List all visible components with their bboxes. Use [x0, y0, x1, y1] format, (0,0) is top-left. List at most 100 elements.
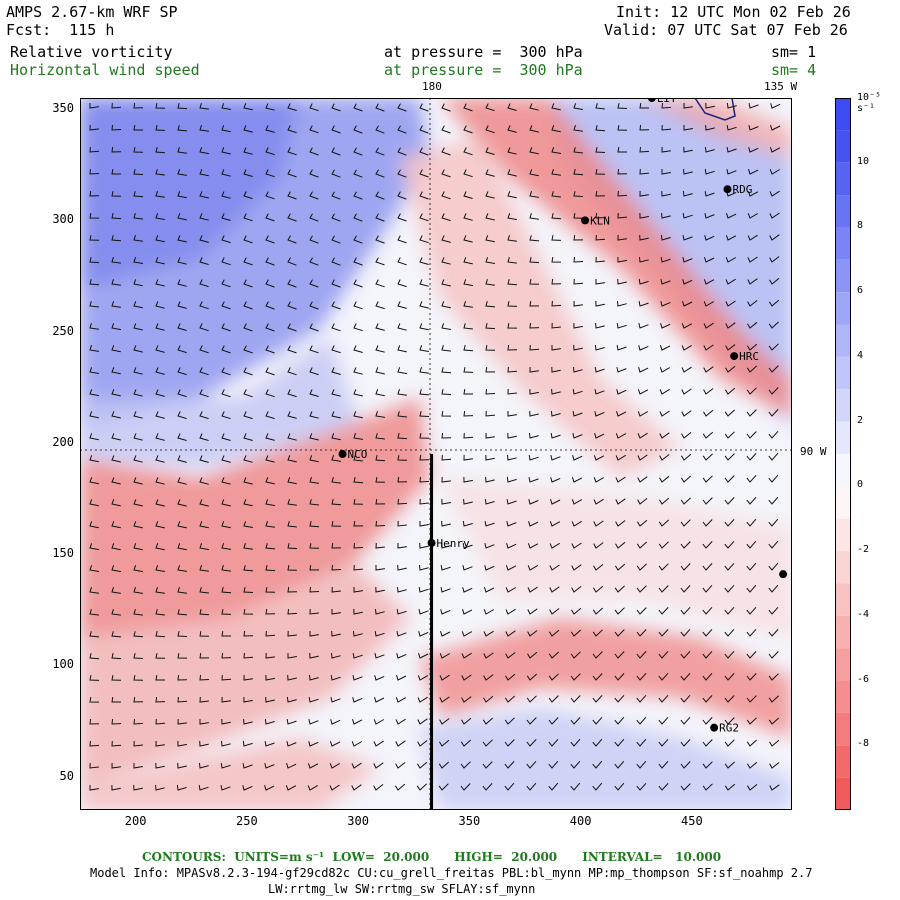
model-title: AMPS 2.67-km WRF SP: [6, 3, 178, 21]
model-info: Model Info: MPASv8.2.3-194-gf29cd82c CU:…: [90, 866, 813, 880]
wind-barb: [287, 257, 297, 266]
wind-barb: [551, 388, 561, 395]
wind-barb: [111, 565, 121, 573]
wind-barb: [111, 675, 122, 681]
wind-barb: [768, 299, 780, 307]
wind-barb: [155, 367, 165, 375]
wind-barb: [724, 453, 735, 461]
y-tick-label: 100: [52, 657, 74, 672]
wind-barb: [485, 103, 495, 112]
wind-barb: [199, 169, 209, 177]
wind-barb: [526, 673, 538, 681]
wind-barb: [747, 256, 758, 263]
wind-barb: [617, 300, 627, 307]
wind-barb: [769, 256, 780, 263]
wind-barb: [769, 234, 780, 241]
wind-barb: [199, 674, 210, 681]
wind-barb: [111, 124, 122, 131]
wind-barb: [374, 697, 385, 703]
wind-barb: [461, 631, 473, 637]
wind-barb: [639, 124, 650, 131]
wind-barb: [331, 257, 341, 266]
wind-barb: [616, 366, 627, 373]
wind-barb: [658, 563, 669, 571]
wind-barb: [726, 168, 737, 175]
wind-barb: [461, 674, 472, 681]
wind-barb: [529, 344, 540, 351]
wind-barb: [463, 103, 473, 112]
wind-barb: [507, 257, 517, 264]
wind-barb: [111, 697, 121, 703]
wind-barb: [331, 389, 341, 397]
wind-barb: [89, 565, 99, 572]
colorbar-label: -6: [857, 673, 870, 685]
wind-barb: [198, 785, 209, 791]
wind-barb: [659, 432, 670, 439]
wind-barb: [507, 213, 517, 221]
wind-barb: [133, 213, 143, 220]
wind-barb: [526, 782, 537, 791]
wind-barb: [682, 279, 693, 285]
wind-barb: [462, 587, 473, 593]
wind-barb: [680, 716, 691, 725]
station-label: KLN: [590, 214, 610, 227]
wind-barb: [725, 300, 736, 307]
wind-barb: [725, 365, 736, 373]
wind-barb: [482, 761, 493, 769]
colorbar-segment: [835, 356, 851, 390]
wind-barb: [504, 761, 515, 769]
wind-barb: [485, 476, 495, 483]
wind-barb: [703, 301, 715, 307]
wind-barb: [177, 630, 188, 637]
wind-barb: [440, 587, 451, 593]
wind-barb: [199, 301, 209, 310]
wind-barb: [461, 717, 472, 725]
wind-barb: [661, 169, 671, 175]
wind-barb: [353, 564, 363, 571]
wind-barb: [397, 564, 407, 571]
wind-barb: [243, 191, 253, 200]
vorticity-field: [80, 98, 792, 810]
wind-barb: [659, 388, 670, 395]
wind-barb: [221, 609, 232, 615]
wind-barb: [133, 499, 143, 507]
wind-barb: [483, 674, 494, 681]
wind-barb: [617, 147, 627, 153]
colorbar-segment: [835, 518, 851, 552]
wind-barb: [111, 191, 122, 197]
wind-barb: [704, 257, 715, 263]
wind-barb: [287, 279, 297, 288]
wind-barb: [702, 497, 713, 505]
wind-barb: [199, 477, 209, 485]
wind-barb: [726, 147, 737, 153]
wind-barb: [548, 673, 559, 681]
wind-barb: [638, 301, 649, 307]
wind-barb: [462, 520, 473, 527]
wind-barb: [221, 125, 231, 133]
wind-barb: [419, 542, 429, 549]
wind-barb: [331, 323, 341, 332]
wind-barb: [660, 257, 671, 263]
wind-barb: [570, 760, 581, 769]
wind-barb: [331, 411, 341, 419]
wind-barb: [89, 609, 99, 616]
wind-barb: [573, 213, 584, 219]
wind-barb: [593, 455, 605, 461]
wind-barb: [592, 782, 603, 791]
wind-barb: [507, 366, 518, 373]
wind-barb: [264, 762, 275, 769]
wind-barb: [614, 629, 625, 637]
wind-barb: [155, 499, 165, 507]
wind-barb: [746, 695, 757, 703]
wind-barb: [133, 696, 144, 703]
colorbar-segment: [835, 389, 851, 422]
wind-barb: [199, 389, 209, 398]
wind-barb: [768, 584, 779, 593]
wind-barb: [573, 278, 584, 285]
wind-barb: [726, 102, 737, 109]
wind-barb: [243, 235, 253, 244]
wind-barb: [526, 760, 537, 769]
wind-barb: [243, 125, 253, 133]
wind-barb: [155, 301, 165, 309]
wind-barb: [614, 563, 626, 571]
